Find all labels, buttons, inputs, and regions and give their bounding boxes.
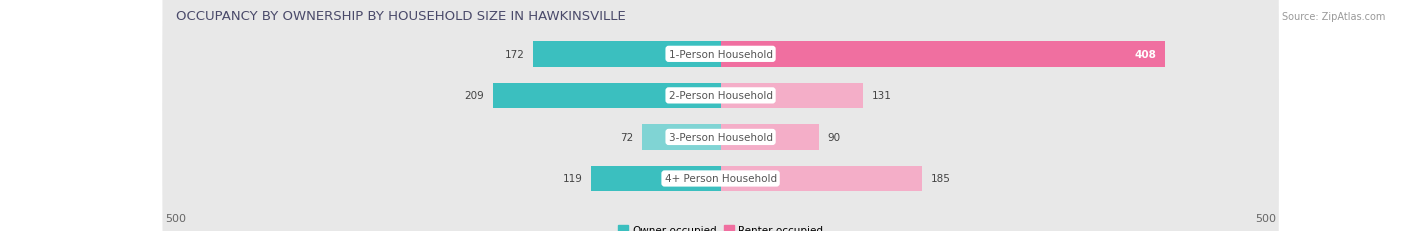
FancyBboxPatch shape <box>163 0 1278 231</box>
Bar <box>533 42 721 67</box>
Bar <box>643 125 721 150</box>
Bar <box>721 83 863 109</box>
Legend: Owner-occupied, Renter-occupied: Owner-occupied, Renter-occupied <box>614 221 827 231</box>
Bar <box>494 83 721 109</box>
Text: Source: ZipAtlas.com: Source: ZipAtlas.com <box>1281 12 1385 21</box>
Text: OCCUPANCY BY OWNERSHIP BY HOUSEHOLD SIZE IN HAWKINSVILLE: OCCUPANCY BY OWNERSHIP BY HOUSEHOLD SIZE… <box>176 9 626 22</box>
FancyBboxPatch shape <box>163 0 1278 231</box>
Text: 209: 209 <box>464 91 484 101</box>
Text: 131: 131 <box>872 91 891 101</box>
Text: 2-Person Household: 2-Person Household <box>669 91 772 101</box>
Bar <box>721 42 1166 67</box>
Bar <box>721 125 818 150</box>
Text: 172: 172 <box>505 50 524 60</box>
Text: 1-Person Household: 1-Person Household <box>669 50 772 60</box>
Text: 3-Person Household: 3-Person Household <box>669 132 772 142</box>
Text: 4+ Person Household: 4+ Person Household <box>665 174 776 184</box>
FancyBboxPatch shape <box>163 0 1278 231</box>
Bar <box>721 166 922 191</box>
Text: 90: 90 <box>827 132 841 142</box>
Bar <box>591 166 721 191</box>
Text: 408: 408 <box>1135 50 1156 60</box>
Text: 72: 72 <box>620 132 633 142</box>
Text: 185: 185 <box>931 174 950 184</box>
FancyBboxPatch shape <box>163 0 1278 231</box>
Text: 119: 119 <box>562 174 582 184</box>
